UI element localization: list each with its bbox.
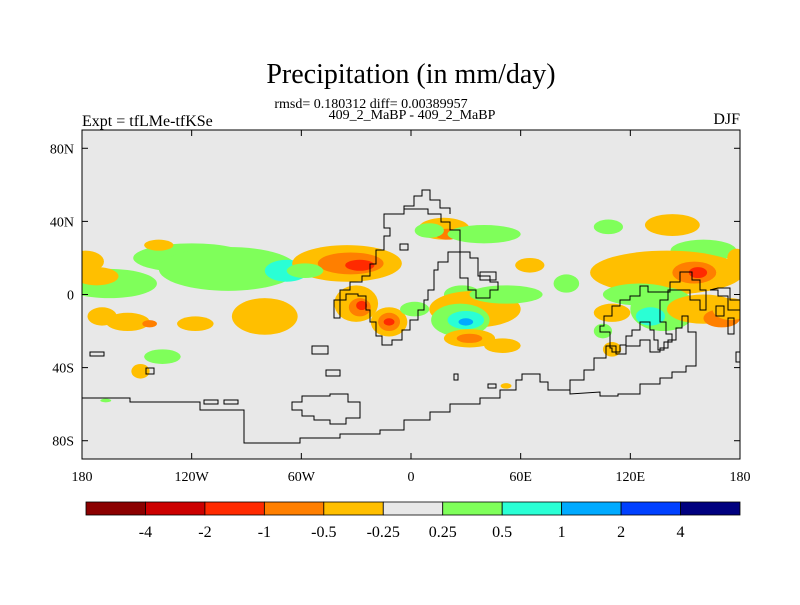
x-tick-label: 120E bbox=[616, 470, 646, 485]
anomaly-patch bbox=[469, 285, 543, 304]
anomaly-patch bbox=[144, 349, 181, 364]
coastline-madagascar bbox=[453, 373, 497, 389]
colorbar-bin bbox=[263, 501, 325, 516]
anomaly-patch bbox=[593, 323, 613, 339]
stats-line: rmsd= 0.180312 diff= 0.00389957 bbox=[274, 97, 467, 112]
anomaly-patch bbox=[635, 307, 666, 326]
anomaly-patch bbox=[590, 250, 740, 295]
chart-title: Precipitation (in mm/day) bbox=[266, 59, 555, 90]
right-label: DJF bbox=[713, 111, 740, 128]
anomaly-patch bbox=[400, 301, 430, 317]
coastline-antarctic-peninsula bbox=[291, 393, 361, 425]
anomaly-patch bbox=[383, 318, 395, 326]
colorbar-label: 1 bbox=[558, 524, 566, 541]
anomaly-patch bbox=[158, 246, 298, 291]
anomaly-patch bbox=[177, 316, 214, 332]
colorbar-bin bbox=[561, 501, 622, 516]
colorbar-bin bbox=[442, 501, 503, 516]
y-tick-label: 40S bbox=[52, 362, 74, 377]
anomaly-patch bbox=[500, 383, 512, 389]
colorbar-label: 4 bbox=[677, 524, 685, 541]
chart-subtitle: 409_2_MaBP - 409_2_MaBP bbox=[329, 108, 496, 123]
colorbar-bin bbox=[145, 501, 206, 516]
coastline-australia bbox=[569, 315, 697, 397]
anomaly-patch bbox=[345, 259, 375, 271]
colorbar: -4 -2 -1 -0.5 -0.25 0.25 0.5 1 2 4 bbox=[85, 501, 741, 541]
colorbar-bin bbox=[501, 501, 563, 516]
colorbar-bin bbox=[382, 501, 444, 516]
anomaly-patch bbox=[414, 223, 444, 238]
anomaly-patch bbox=[142, 320, 157, 328]
x-tick-label: 180 bbox=[730, 470, 751, 485]
x-tick-label: 60E bbox=[509, 470, 532, 485]
coastline-islands-1 bbox=[89, 351, 239, 405]
colorbar-bin bbox=[323, 501, 384, 516]
colorbar-label: 0.5 bbox=[492, 524, 512, 541]
anomaly-patch bbox=[82, 250, 104, 273]
colorbar-bin bbox=[85, 501, 146, 516]
anomaly-patch bbox=[727, 248, 740, 268]
coastline-islands-2 bbox=[311, 243, 497, 377]
coastline-nz bbox=[715, 305, 735, 335]
anomaly-patch bbox=[644, 214, 700, 237]
x-tick-label: 120W bbox=[175, 470, 210, 485]
anomaly-patch bbox=[356, 300, 368, 311]
y-tick-label: 0 bbox=[67, 289, 74, 304]
anomaly-patch bbox=[131, 363, 150, 379]
anomaly-patch bbox=[286, 263, 324, 279]
anomaly-patch bbox=[144, 239, 174, 251]
colorbar-bin bbox=[204, 501, 265, 516]
colorbar-label: -0.5 bbox=[311, 524, 336, 541]
colorbar-label: -4 bbox=[139, 524, 152, 541]
coastline-europe bbox=[403, 189, 451, 214]
anomaly-patch bbox=[447, 225, 521, 244]
colorbar-label: -2 bbox=[198, 524, 211, 541]
anomaly-patch bbox=[231, 298, 298, 335]
x-tick-label: 60W bbox=[288, 470, 316, 485]
anomaly-patch bbox=[456, 333, 483, 343]
colorbar-label: -1 bbox=[258, 524, 271, 541]
anomaly-patch bbox=[82, 267, 119, 286]
y-tick-label: 80N bbox=[50, 142, 74, 157]
axis-ticks: 180 120W 60W 0 60E 120E 180 80N 40N 0 40S 80S bbox=[50, 130, 751, 485]
anomaly-patch bbox=[87, 307, 117, 326]
anomaly-patch bbox=[105, 312, 150, 332]
left-label: Expt = tfLMe-tfKSe bbox=[82, 113, 213, 130]
anomaly-patch bbox=[553, 274, 580, 293]
y-tick-label: 40N bbox=[50, 215, 74, 230]
anomaly-patch bbox=[593, 219, 624, 235]
colorbar-bin bbox=[680, 501, 741, 516]
coastlines bbox=[82, 189, 740, 444]
anomaly-layer bbox=[82, 214, 740, 403]
colorbar-label: -0.25 bbox=[367, 524, 400, 541]
x-tick-label: 0 bbox=[408, 470, 415, 485]
coastline-south-america bbox=[82, 373, 571, 444]
anomaly-patch bbox=[515, 257, 545, 273]
anomaly-patch bbox=[688, 267, 708, 279]
anomaly-patch bbox=[458, 318, 474, 326]
coastline-asia-east bbox=[709, 287, 740, 363]
y-tick-label: 80S bbox=[52, 435, 74, 450]
anomaly-patch bbox=[100, 398, 112, 403]
colorbar-label: 0.25 bbox=[429, 524, 457, 541]
coastline-india bbox=[599, 271, 707, 353]
colorbar-bin bbox=[620, 501, 681, 516]
coastline-arabia bbox=[459, 251, 499, 299]
anomaly-patch bbox=[484, 338, 521, 353]
colorbar-label: 2 bbox=[617, 524, 625, 541]
x-tick-label: 180 bbox=[72, 470, 93, 485]
coastline-africa bbox=[333, 208, 461, 346]
anomaly-patch bbox=[712, 298, 740, 321]
